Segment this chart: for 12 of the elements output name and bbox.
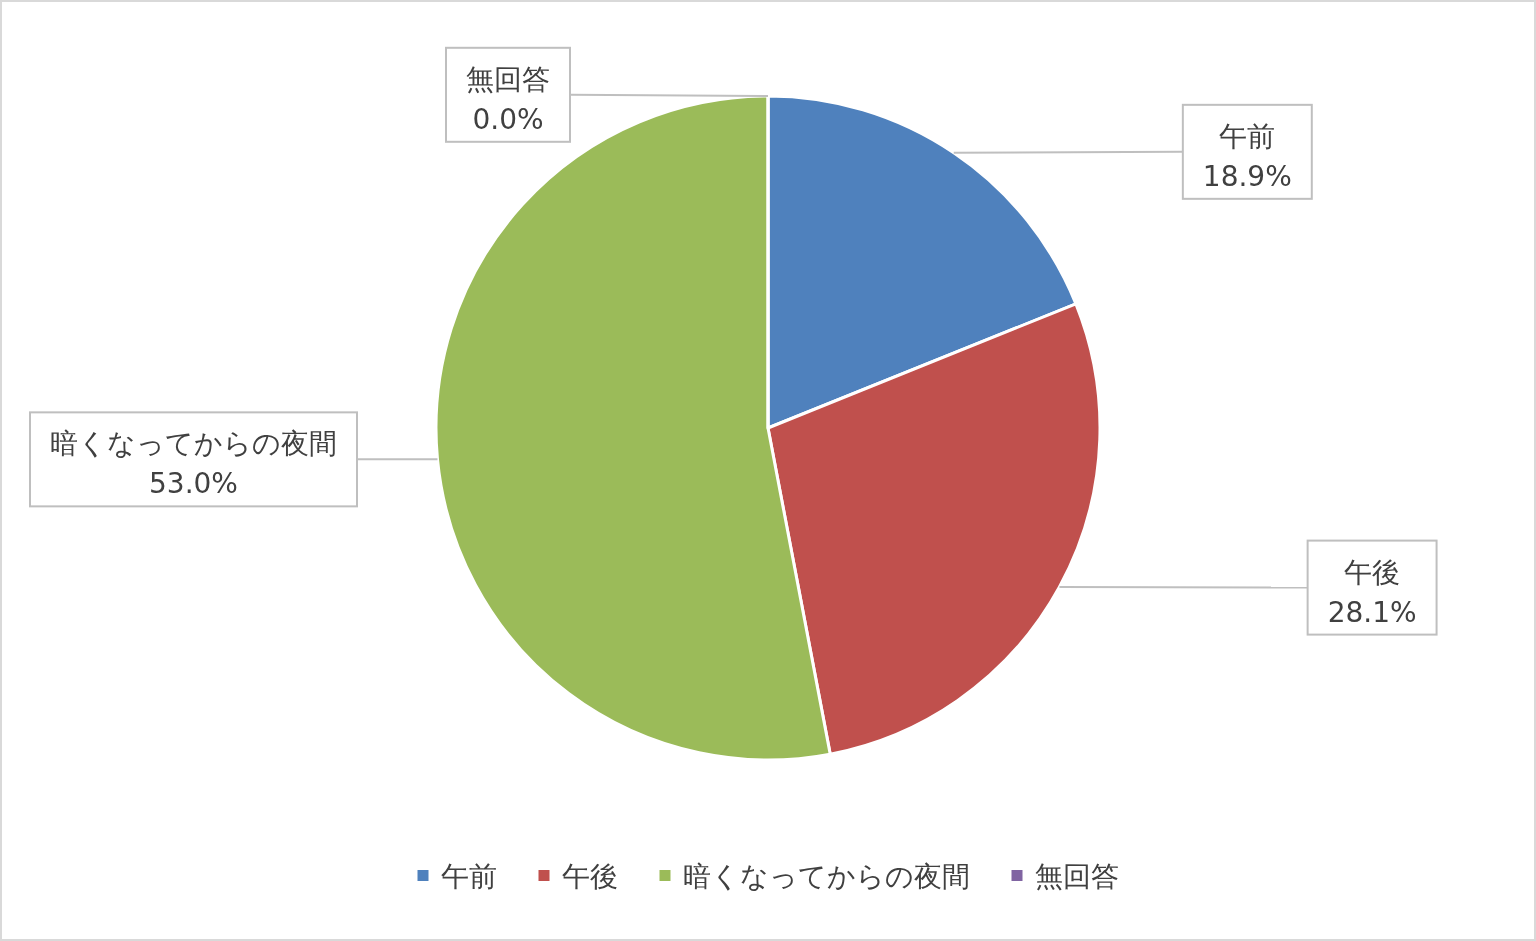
slice-label: 暗くなってからの夜間 — [50, 427, 337, 461]
data-label: 28.1% — [1327, 595, 1417, 629]
slice-label: 午後 — [1344, 555, 1401, 589]
slice-label: 午前 — [1219, 119, 1276, 153]
data-label: 18.9% — [1202, 159, 1292, 193]
category-label: 無回答 — [466, 62, 550, 96]
legend-label: 暗くなってからの夜間 — [682, 860, 970, 893]
legend-label: 午後 — [561, 860, 618, 893]
legend-label: 午前 — [440, 860, 497, 893]
legend-label: 無回答 — [1034, 860, 1119, 893]
data-label: 53.0% — [149, 467, 238, 501]
text: 0.0% — [472, 102, 544, 136]
